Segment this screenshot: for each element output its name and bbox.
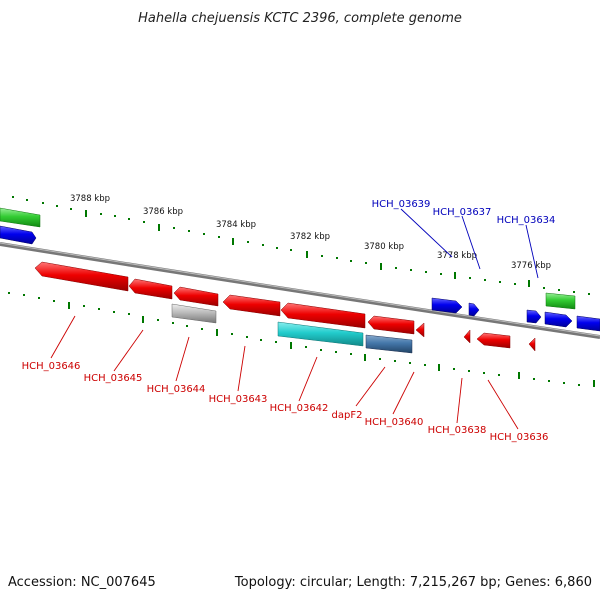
gene-HCH_03640	[415, 322, 425, 338]
red-leader-lines	[50, 315, 519, 430]
gene-label: HCH_03636	[490, 432, 549, 443]
gene-label: HCH_03634	[497, 215, 556, 226]
scale-label: 3782 kbp	[290, 232, 330, 242]
scale-label: 3786 kbp	[143, 207, 183, 217]
gene-HCH_03638	[463, 329, 471, 344]
gene-green-right	[545, 292, 576, 310]
scale-label: 3778 kbp	[437, 251, 477, 261]
gene-blue-right	[544, 311, 573, 328]
gene-HCH_03639	[431, 297, 463, 314]
gene-HCH_03644	[173, 286, 219, 307]
scale-label: 3780 kbp	[364, 242, 404, 252]
gene-label: HCH_03638	[428, 425, 487, 436]
gene-HCH_03636	[476, 332, 511, 349]
forward-genes	[0, 207, 41, 245]
lower-scale	[8, 292, 595, 387]
gene-HCH_03646	[34, 261, 129, 292]
gene-gray	[171, 303, 217, 324]
scale-label: 3776 kbp	[511, 261, 551, 271]
gene-label: HCH_03640	[365, 417, 424, 428]
gene-HCH_03643	[222, 294, 281, 317]
gene-label: HCH_03642	[270, 403, 329, 414]
gene-label: dapF2	[332, 410, 363, 421]
gene-dapF2	[367, 315, 415, 335]
gene-small-red	[528, 337, 536, 352]
gene-label: HCH_03639	[372, 199, 431, 210]
genome-backbone-highlight	[0, 242, 600, 337]
page-title: Hahella chejuensis KCTC 2396, complete g…	[138, 11, 462, 26]
gene-HCH_03642	[280, 302, 366, 329]
gene-label: HCH_03643	[209, 394, 268, 405]
gene-green-top	[0, 207, 41, 228]
gene-label: HCH_03645	[84, 373, 143, 384]
gene-HCH_03637	[468, 302, 480, 317]
scale-label: 3784 kbp	[216, 220, 256, 230]
gene-HCH_03634	[526, 309, 542, 324]
gene-blue-edge	[576, 315, 600, 332]
gene-label: HCH_03644	[147, 384, 206, 395]
gene-label: HCH_03646	[22, 361, 81, 372]
gene-HCH_03645	[128, 278, 173, 300]
upper-scale	[12, 196, 590, 295]
gene-steel	[365, 334, 413, 354]
genome-backbone	[0, 242, 600, 339]
reverse-genes	[34, 261, 600, 354]
gene-label: HCH_03637	[433, 207, 492, 218]
topology-text: Topology: circular; Length: 7,215,267 bp…	[234, 575, 592, 590]
blue-leader-lines	[400, 208, 539, 279]
gene-cyan	[277, 321, 364, 347]
gene-blue-top	[0, 225, 37, 245]
accession-text: Accession: NC_007645	[8, 575, 156, 590]
scale-label: 3788 kbp	[70, 194, 110, 204]
